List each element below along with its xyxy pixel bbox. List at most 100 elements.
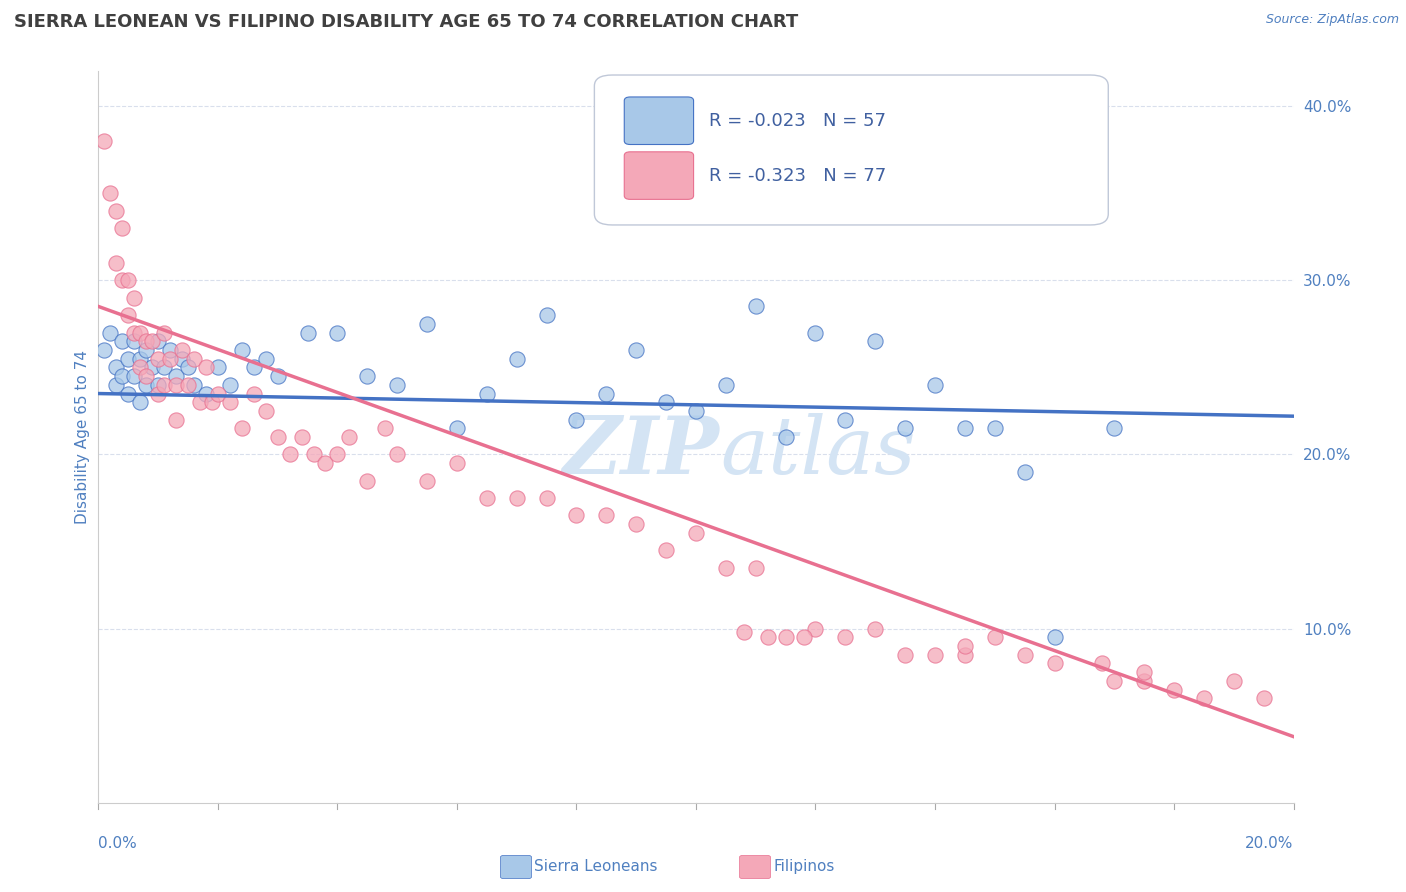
Point — [231, 343, 253, 357]
Point — [159, 343, 181, 357]
Point — [326, 326, 349, 340]
Point — [1104, 673, 1126, 688]
Point — [111, 221, 134, 235]
Point — [356, 369, 378, 384]
Point — [129, 395, 152, 409]
Point — [195, 360, 218, 375]
Point — [129, 360, 152, 375]
Point — [506, 491, 529, 505]
Point — [1043, 631, 1066, 645]
Point — [984, 631, 1007, 645]
Point — [655, 395, 678, 409]
Point — [165, 369, 187, 384]
Point — [124, 291, 146, 305]
Point — [655, 543, 678, 558]
Point — [105, 203, 128, 218]
Point — [865, 334, 887, 349]
Point — [315, 456, 337, 470]
Point — [231, 421, 253, 435]
Point — [714, 560, 737, 574]
Point — [894, 648, 917, 662]
Point — [165, 412, 187, 426]
Point — [302, 448, 325, 462]
Point — [714, 377, 737, 392]
Point — [297, 326, 319, 340]
Point — [745, 300, 768, 314]
Point — [159, 351, 181, 366]
Point — [172, 343, 194, 357]
Point — [117, 386, 139, 401]
Point — [865, 622, 887, 636]
Point — [565, 508, 588, 523]
Point — [117, 351, 139, 366]
Point — [1163, 682, 1185, 697]
Point — [1104, 421, 1126, 435]
Point — [626, 343, 648, 357]
Point — [219, 377, 242, 392]
Point — [416, 317, 439, 331]
Point — [1091, 657, 1114, 671]
Point — [129, 351, 152, 366]
Point — [148, 386, 170, 401]
Y-axis label: Disability Age 65 to 74: Disability Age 65 to 74 — [75, 350, 90, 524]
Text: 0.0%: 0.0% — [98, 836, 138, 851]
Text: SIERRA LEONEAN VS FILIPINO DISABILITY AGE 65 TO 74 CORRELATION CHART: SIERRA LEONEAN VS FILIPINO DISABILITY AG… — [14, 13, 799, 31]
FancyBboxPatch shape — [595, 75, 1108, 225]
Point — [685, 404, 707, 418]
Point — [1133, 673, 1156, 688]
Point — [565, 412, 588, 426]
Point — [924, 377, 946, 392]
Point — [111, 369, 134, 384]
Point — [793, 631, 815, 645]
Point — [141, 360, 163, 375]
Point — [953, 421, 976, 435]
Point — [135, 334, 157, 349]
Point — [834, 631, 856, 645]
Point — [105, 360, 128, 375]
Point — [984, 421, 1007, 435]
Point — [339, 430, 361, 444]
Point — [148, 334, 170, 349]
Text: Source: ZipAtlas.com: Source: ZipAtlas.com — [1265, 13, 1399, 27]
Point — [105, 256, 128, 270]
Point — [1133, 665, 1156, 680]
Point — [124, 326, 146, 340]
Point — [267, 430, 290, 444]
Text: Filipinos: Filipinos — [773, 859, 835, 873]
Point — [207, 386, 229, 401]
Point — [153, 326, 176, 340]
Point — [111, 273, 134, 287]
Point — [93, 343, 115, 357]
Point — [129, 326, 152, 340]
Point — [775, 631, 797, 645]
Point — [111, 334, 134, 349]
Text: R = -0.023   N = 57: R = -0.023 N = 57 — [709, 112, 886, 129]
Point — [177, 360, 200, 375]
Point — [254, 351, 277, 366]
Point — [148, 351, 170, 366]
Point — [506, 351, 529, 366]
Point — [124, 369, 146, 384]
Point — [374, 421, 396, 435]
Point — [148, 377, 170, 392]
Point — [117, 273, 139, 287]
Point — [446, 421, 468, 435]
FancyBboxPatch shape — [624, 152, 693, 200]
Point — [1043, 657, 1066, 671]
Point — [894, 421, 917, 435]
Point — [183, 351, 205, 366]
Point — [165, 377, 187, 392]
Point — [98, 326, 122, 340]
Point — [267, 369, 290, 384]
Point — [446, 456, 468, 470]
Point — [475, 491, 498, 505]
Text: atlas: atlas — [720, 413, 915, 491]
Text: R = -0.323   N = 77: R = -0.323 N = 77 — [709, 167, 886, 185]
Point — [105, 377, 128, 392]
Point — [188, 395, 211, 409]
Point — [1192, 691, 1215, 706]
Point — [243, 386, 266, 401]
Point — [93, 134, 115, 148]
Point — [733, 625, 755, 640]
Point — [135, 369, 157, 384]
